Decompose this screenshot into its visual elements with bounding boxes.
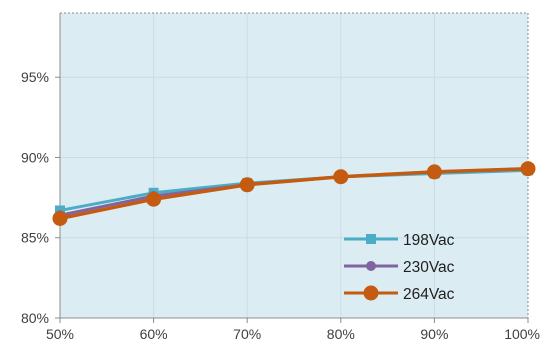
y-tick-label: 90% <box>21 149 49 165</box>
x-tick-label: 50% <box>46 326 74 342</box>
data-point <box>146 191 162 207</box>
data-point <box>520 161 536 177</box>
legend-label: 198Vac <box>403 232 455 249</box>
series-264Vac <box>52 161 536 226</box>
x-tick-label: 90% <box>420 326 448 342</box>
data-point <box>239 177 255 193</box>
series-lines <box>52 161 536 226</box>
legend-entry: 230Vac <box>344 259 455 276</box>
data-point <box>333 169 349 185</box>
y-tick-label: 80% <box>21 310 49 326</box>
legend-entry: 198Vac <box>344 232 455 249</box>
y-axis-tick-labels: 80% 85% 90% 95% <box>21 69 49 326</box>
data-point <box>52 210 68 226</box>
grid-lines <box>60 13 528 318</box>
x-tick-label: 70% <box>233 326 261 342</box>
x-tick-label: 100% <box>504 326 540 342</box>
data-point <box>426 164 442 180</box>
legend-entry: 264Vac <box>344 285 455 303</box>
legend-marker <box>366 234 376 244</box>
plot-area <box>60 13 528 318</box>
x-axis-tick-labels: 50% 60% 70% 80% 90% 100% <box>46 326 540 342</box>
x-tick-label: 80% <box>327 326 355 342</box>
legend-marker <box>363 285 379 301</box>
legend: 198Vac 230Vac 264Vac <box>344 232 455 303</box>
series-line <box>59 166 529 221</box>
legend-marker <box>366 261 376 271</box>
x-tick-label: 60% <box>140 326 168 342</box>
legend-label: 264Vac <box>403 286 455 303</box>
y-tick-label: 85% <box>21 230 49 246</box>
y-tick-label: 95% <box>21 69 49 85</box>
legend-label: 230Vac <box>403 259 455 276</box>
